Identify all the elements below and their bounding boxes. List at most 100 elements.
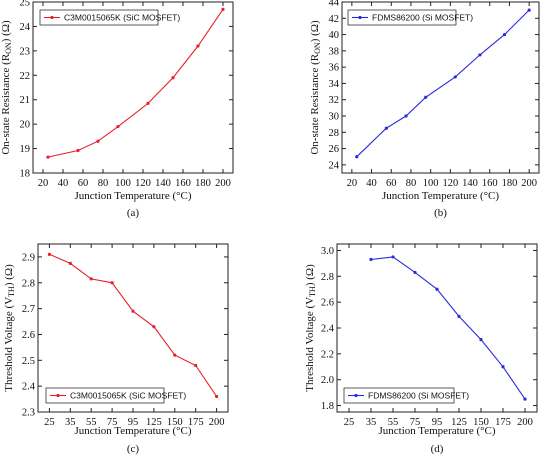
legend-label: FDMS86200 (Si MOSFET)	[368, 391, 469, 401]
x-tick-label: 140	[462, 178, 478, 189]
data-point	[46, 155, 50, 159]
y-tick-label: 26	[329, 144, 340, 155]
x-tick-label: 200	[521, 178, 537, 189]
y-tick-label: 2.4	[22, 382, 36, 393]
y-tick-label: 24	[20, 22, 31, 33]
y-tick-label: 44	[329, 0, 340, 9]
y-tick-label: 1.8	[321, 401, 334, 412]
y-tick-label: 2.2	[321, 349, 334, 360]
y-tick-label: 2.3	[22, 408, 35, 419]
y-tick-label: 23	[20, 46, 31, 57]
y-axis-title: Threshold Voltage (VTH) (Ω)	[3, 264, 16, 392]
x-tick-label: 35	[65, 417, 76, 428]
legend-marker	[56, 393, 60, 398]
y-tick-label: 28	[329, 128, 340, 139]
data-point	[501, 365, 505, 369]
legend-marker	[354, 393, 358, 398]
y-tick-label: 40	[329, 30, 340, 41]
panel-caption: (a)	[127, 207, 140, 219]
data-point	[478, 53, 482, 57]
data-point	[146, 101, 150, 105]
data-point	[453, 75, 457, 79]
legend-label: FDMS86200 (Si MOSFET)	[372, 13, 473, 23]
data-point	[76, 148, 80, 153]
y-tick-label: 2.6	[22, 330, 35, 341]
data-point	[110, 281, 114, 285]
x-axis-title: Junction Temperature (°C)	[382, 190, 499, 202]
data-point	[152, 325, 156, 329]
y-tick-label: 24	[329, 160, 340, 171]
y-tick-label: 3.0	[321, 246, 334, 257]
x-axis-title: Junction Temperature (°C)	[74, 190, 191, 202]
x-tick-label: 80	[406, 178, 417, 189]
data-point	[96, 139, 100, 143]
y-axis-title: On-state Resistance (RON) (Ω)	[309, 20, 322, 155]
y-tick-label: 38	[329, 46, 340, 57]
data-point	[391, 255, 395, 259]
chart-panel-3: 25 35 55 75 95 125 150 175 200 2.3 2.4 2.5 2.6 2.7 2.8…	[3, 243, 229, 455]
x-tick-label: 200	[209, 417, 225, 428]
x-tick-label: 125	[451, 417, 467, 428]
data-point	[369, 257, 373, 262]
y-tick-label: 2.7	[22, 304, 35, 315]
y-tick-label: 2.8	[22, 278, 35, 289]
x-tick-label: 120	[135, 178, 151, 189]
x-tick-label: 35	[366, 417, 377, 428]
data-point	[173, 353, 177, 357]
y-tick-label: 2.4	[321, 324, 335, 335]
legend-label: C3M0015065K (SiC MOSFET)	[70, 391, 186, 401]
legend-box	[343, 387, 455, 404]
data-point	[435, 287, 439, 291]
x-tick-label: 20	[347, 178, 358, 189]
x-tick-label: 95	[128, 417, 139, 428]
x-tick-label: 40	[58, 178, 69, 189]
x-tick-label: 95	[432, 417, 443, 428]
series-line	[49, 253, 218, 397]
panel-caption: (c)	[127, 443, 140, 455]
x-tick-label: 180	[195, 178, 211, 189]
x-tick-label: 140	[155, 178, 171, 189]
x-tick-label: 100	[115, 178, 131, 189]
y-tick-label: 42	[329, 14, 340, 25]
y-tick-label: 2.8	[321, 272, 334, 283]
data-point	[527, 8, 531, 12]
x-tick-label: 200	[517, 417, 533, 428]
x-tick-label: 60	[386, 178, 397, 189]
legend-label: C3M0015065K (SiC MOSFET)	[64, 13, 180, 23]
x-tick-label: 55	[388, 417, 399, 428]
x-tick-label: 80	[98, 178, 109, 189]
data-point	[171, 76, 175, 80]
y-tick-label: 20	[20, 120, 31, 131]
x-tick-label: 25	[344, 417, 355, 428]
x-tick-label: 75	[410, 417, 421, 428]
x-tick-label: 60	[78, 178, 89, 189]
data-point	[131, 309, 135, 313]
legend-box	[45, 387, 165, 404]
data-point	[457, 314, 461, 318]
x-tick-label: 75	[107, 417, 118, 428]
chart-panel-1: 20 40 60 80 100 120 140 160 180 200 18 19 20 21 22 23 24…	[0, 0, 234, 219]
x-tick-label: 175	[188, 417, 204, 428]
plot-frame	[341, 1, 540, 174]
x-tick-label: 150	[473, 417, 489, 428]
x-tick-label: 150	[167, 417, 183, 428]
x-tick-label: 25	[44, 417, 55, 428]
plot-frame	[37, 243, 229, 413]
y-tick-label: 2.6	[321, 298, 334, 309]
data-point	[355, 155, 359, 159]
y-tick-label: 18	[20, 169, 31, 180]
legend-box	[39, 9, 159, 26]
panel-caption: (b)	[434, 207, 447, 219]
series-line	[370, 256, 526, 400]
data-point	[196, 44, 200, 48]
x-tick-label: 100	[423, 178, 439, 189]
data-point	[384, 126, 388, 130]
data-point	[479, 338, 483, 342]
y-tick-label: 2.9	[22, 252, 35, 263]
y-tick-label: 22	[20, 71, 31, 82]
data-point	[215, 394, 219, 399]
x-tick-label: 180	[502, 178, 518, 189]
data-point	[413, 270, 417, 275]
data-point	[89, 277, 93, 281]
